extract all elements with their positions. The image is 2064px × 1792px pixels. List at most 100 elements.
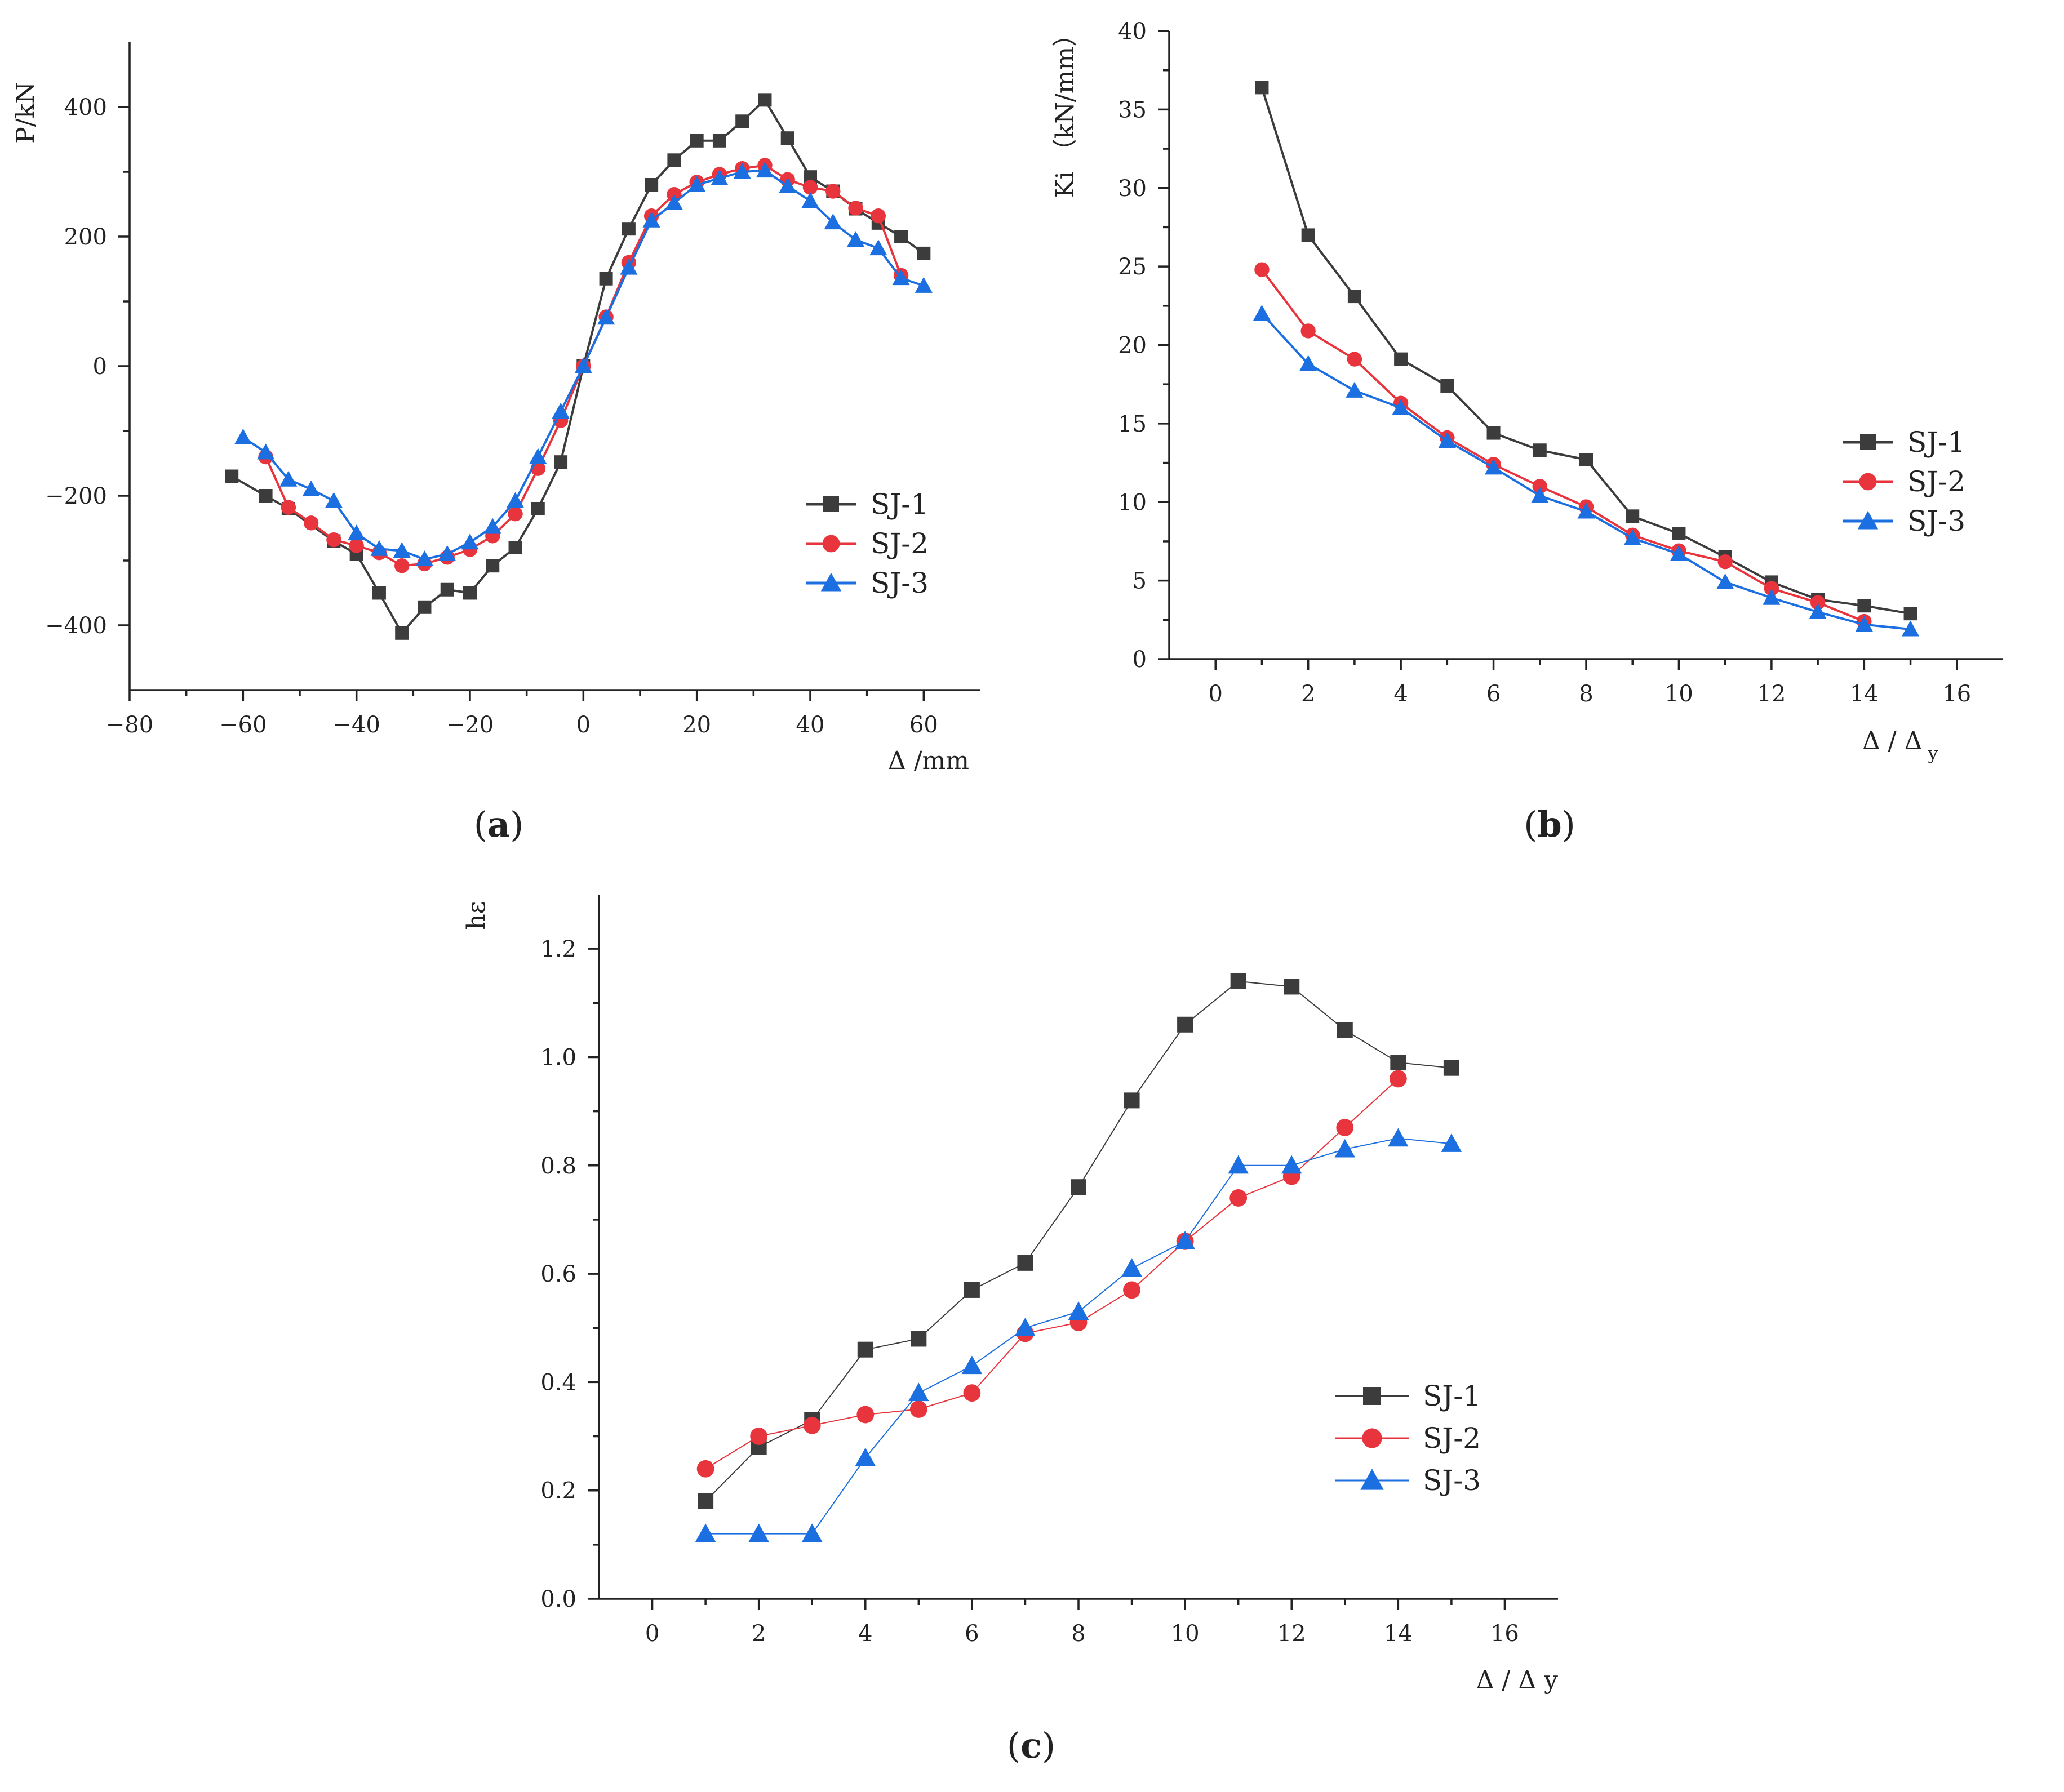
legend-label-sj-1: SJ-1 [1907,426,1965,459]
x-axis-title-main: Δ / Δ [1862,727,1922,755]
data-point-sj-1 [622,222,636,236]
caption-letter: c [1020,1725,1042,1766]
y-axis-title: Ki （kN/mm） [1051,22,1080,198]
data-point-sj-1 [1255,81,1269,95]
data-point-sj-2 [1347,352,1362,367]
series-line-sj-2 [705,1078,1399,1470]
x-tick-label: 2 [1301,681,1315,707]
data-point-sj-3 [234,428,252,444]
data-point-sj-1 [1071,1179,1086,1195]
data-point-sj-3 [802,1523,823,1542]
data-point-sj-3 [1901,620,1920,637]
x-tick-label: −80 [106,712,153,738]
x-axis-title: Δ / Δ y [1476,1666,1558,1695]
data-point-sj-1 [1857,599,1871,613]
data-point-sj-1 [758,93,772,107]
data-point-sj-2 [1254,262,1270,277]
x-tick-label: 20 [682,712,711,738]
y-tick-label: 40 [1118,19,1147,45]
y-tick-label: 30 [1118,176,1147,202]
data-point-sj-1 [1177,1016,1193,1033]
data-point-sj-1 [1124,1092,1140,1109]
data-point-sj-3 [1253,305,1271,321]
data-point-sj-2 [856,1406,875,1424]
data-point-sj-1 [894,230,908,243]
data-point-sj-1 [372,586,386,600]
x-tick-label: 0 [645,1621,659,1647]
data-point-sj-1 [911,1331,927,1347]
data-point-sj-2 [1389,1070,1407,1088]
data-point-sj-1 [1230,973,1246,989]
data-point-sj-1 [1443,1060,1459,1076]
legend-marker-sj-1 [1860,434,1876,450]
y-tick-label: 400 [64,95,107,121]
data-point-sj-1 [1440,379,1454,393]
legend-label-sj-2: SJ-2 [871,527,929,560]
data-point-sj-3 [1174,1231,1196,1249]
x-tick-label: 10 [1171,1621,1200,1647]
legend-label-sj-1: SJ-1 [871,488,929,521]
data-point-sj-3 [1388,1128,1409,1147]
x-tick-label: 14 [1384,1621,1413,1647]
data-point-sj-1 [1486,426,1501,440]
x-tick-label: 10 [1664,681,1693,707]
x-tick-label: 40 [796,712,825,738]
y-tick-label: −400 [45,613,107,639]
y-tick-label: 5 [1133,568,1147,594]
legend-label-sj-2: SJ-2 [1907,465,1965,498]
data-point-sj-2 [750,1428,768,1445]
data-point-sj-3 [1015,1318,1036,1336]
data-point-sj-1 [698,1493,714,1509]
caption-open-paren: ( [474,804,487,845]
data-point-sj-2 [1717,554,1733,570]
legend-label-sj-3: SJ-3 [1907,505,1965,537]
data-point-sj-2 [803,1416,821,1434]
data-point-sj-2 [303,515,319,531]
legend-marker-sj-2 [1362,1428,1382,1448]
data-point-sj-3 [1068,1301,1089,1320]
data-point-sj-1 [1672,527,1686,540]
data-point-sj-1 [1626,509,1640,523]
data-point-sj-2 [508,506,523,522]
data-point-sj-1 [857,1341,873,1358]
data-point-sj-2 [1764,581,1779,596]
x-tick-label: −20 [446,712,494,738]
data-point-sj-1 [259,489,273,503]
data-point-sj-3 [1281,1155,1302,1174]
data-point-sj-3 [1763,589,1781,605]
y-tick-label: 0.2 [540,1478,576,1504]
x-tick-label: 2 [752,1621,766,1647]
data-point-sj-1 [1347,290,1361,304]
y-tick-label: 1.0 [540,1044,576,1070]
legend-label-sj-3: SJ-3 [1423,1464,1481,1497]
x-tick-label: 4 [858,1621,872,1647]
data-point-sj-3 [1299,355,1317,371]
caption-close-paren: ) [1562,804,1575,845]
x-axis-title: Δ /mm [888,746,969,775]
x-tick-label: 6 [1486,681,1501,707]
data-point-sj-3 [1577,503,1595,519]
data-point-sj-3 [711,169,729,185]
data-point-sj-3 [302,480,320,496]
legend-label-sj-1: SJ-1 [1423,1380,1481,1412]
data-point-sj-3 [1809,603,1827,619]
data-point-sj-2 [963,1384,981,1402]
data-point-sj-3 [642,211,660,228]
y-tick-label: −200 [45,483,107,509]
data-point-sj-3 [915,277,933,293]
data-point-sj-3 [325,492,343,508]
data-point-sj-1 [1390,1055,1406,1071]
x-tick-label: 8 [1579,681,1593,707]
panel-caption: (b) [1524,804,1575,845]
caption-close-paren: ) [1042,1725,1055,1766]
data-point-sj-3 [846,231,865,247]
series-line-sj-1 [1260,87,1911,615]
data-point-sj-3 [961,1355,983,1375]
caption-close-paren: ) [510,804,523,845]
data-point-sj-1 [1533,443,1547,457]
data-point-sj-1 [531,502,545,515]
y-tick-label: 1.2 [540,936,576,962]
series-line-sj-2 [1260,269,1865,622]
